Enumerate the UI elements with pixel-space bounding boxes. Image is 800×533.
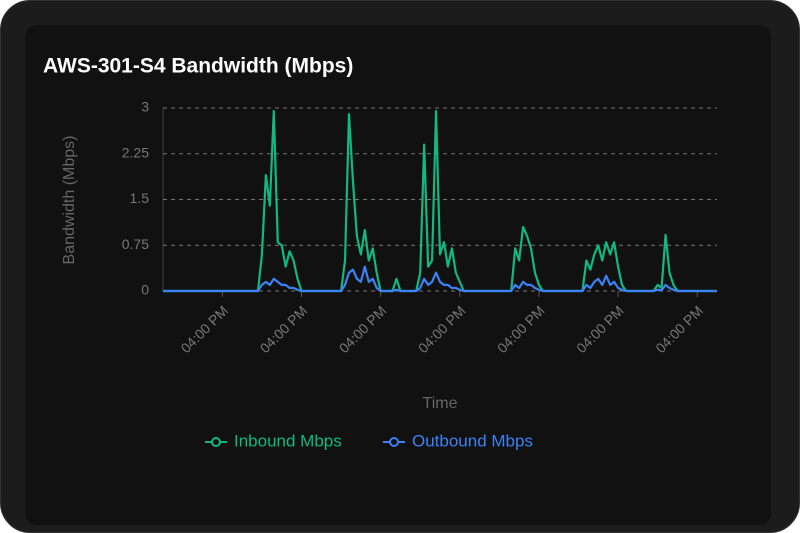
x-axis-label: Time <box>423 395 458 412</box>
y-tick-label: 1.5 <box>130 190 150 206</box>
legend-swatch-dot <box>211 437 221 447</box>
x-tick-label: 04:00 PM <box>336 302 390 356</box>
y-tick-label: 0.75 <box>122 236 149 252</box>
y-tick-label: 0 <box>141 282 149 298</box>
legend-swatch-dot <box>389 437 399 447</box>
legend-label: Outbound Mbps <box>412 431 533 450</box>
legend-label: Inbound Mbps <box>234 431 342 450</box>
chart-title: AWS-301-S4 Bandwidth (Mbps) <box>43 55 353 78</box>
x-tick-label: 04:00 PM <box>573 302 627 356</box>
series-line <box>163 109 717 293</box>
y-axis-label: Bandwidth (Mbps) <box>61 136 78 265</box>
y-tick-label: 2.25 <box>122 144 149 160</box>
x-tick-label: 04:00 PM <box>652 302 706 356</box>
x-tick-label: 04:00 PM <box>177 302 231 356</box>
x-tick-label: 04:00 PM <box>494 302 548 356</box>
y-tick-label: 3 <box>141 99 149 115</box>
x-tick-label: 04:00 PM <box>415 302 469 356</box>
series-line <box>163 265 717 293</box>
x-tick-label: 04:00 PM <box>257 302 311 356</box>
